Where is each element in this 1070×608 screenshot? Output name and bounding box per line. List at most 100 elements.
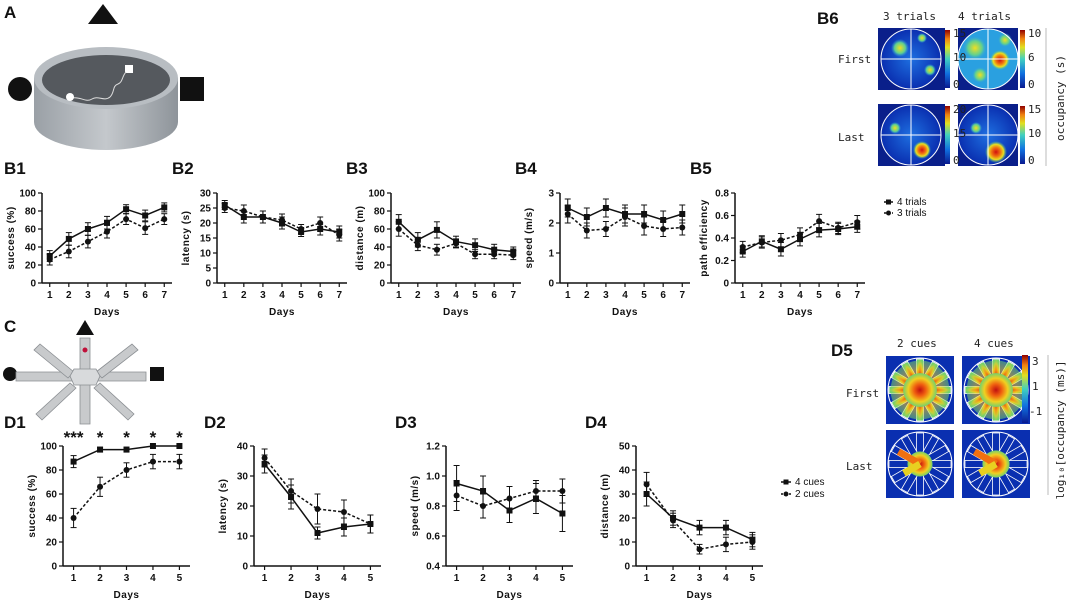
series-solid [643, 481, 756, 548]
y-tick-label: 40 [619, 466, 631, 477]
panel-label-b3: B3 [346, 159, 368, 178]
x-tick-label: 1 [740, 290, 746, 301]
d5-row-label: First [846, 387, 879, 400]
b6-heatmap-last-3trials [878, 104, 945, 166]
data-point [602, 205, 609, 211]
x-tick-label: 2 [584, 290, 590, 301]
data-point [559, 488, 566, 494]
x-tick-label: 4 [622, 290, 628, 301]
x-tick-label: 4 [453, 290, 459, 301]
data-point [176, 443, 183, 449]
y-tick-label: 0 [379, 279, 385, 290]
legend-b-solid-label: 4 trials [897, 197, 926, 208]
x-tick-label: 4 [797, 290, 803, 301]
legend-b-dashed-label: 3 trials [897, 208, 926, 219]
y-tick-label: 30 [237, 472, 249, 483]
y-tick-label: 20 [200, 219, 212, 230]
data-point [161, 204, 168, 211]
x-tick-label: 3 [124, 573, 130, 584]
significance-marker: * [97, 428, 104, 447]
b6-cbar-tick: 10 [1028, 27, 1041, 40]
data-point [97, 446, 104, 453]
triangle-cue-icon [88, 4, 118, 24]
x-axis-label: Days [114, 590, 140, 601]
d5-cbar-tick: 1 [1032, 380, 1039, 393]
x-axis-label: Days [305, 590, 331, 601]
x-axis-label: Days [94, 307, 120, 318]
data-point [670, 517, 677, 524]
series-solid [70, 443, 183, 469]
data-point [583, 227, 590, 234]
data-point [176, 458, 183, 465]
data-point [70, 515, 77, 521]
y-tick-label: 0 [205, 279, 211, 290]
y-tick-label: 1.2 [426, 442, 440, 453]
data-point [336, 232, 343, 238]
chart-d2: D2 0 10 20 30 40 1 2 3 4 5 Days latency (s) [204, 413, 381, 601]
data-point [660, 226, 667, 232]
d5-heatmaps: D5 2 cues 4 cues First Last 3 1 -1 log₁₀… [831, 337, 1067, 500]
x-tick-label: 6 [491, 290, 497, 301]
b6-row-label: Last [838, 131, 865, 144]
x-tick-label: 5 [750, 573, 756, 584]
circle-cue-icon [8, 77, 32, 101]
data-point [777, 237, 784, 244]
data-point [46, 256, 53, 263]
x-tick-label: 3 [85, 290, 91, 301]
x-tick-label: 2 [480, 573, 486, 584]
x-tick-label: 5 [560, 573, 566, 584]
data-point [161, 216, 168, 223]
data-point [816, 227, 823, 234]
data-point [777, 246, 784, 253]
data-point [104, 219, 110, 226]
x-tick-label: 4 [279, 290, 285, 301]
y-axis-label: latency (s) [181, 211, 192, 266]
b6-heatmaps: B6 3 trials 4 trials First Last [817, 9, 1067, 167]
x-tick-label: 7 [854, 290, 860, 301]
b6-heatmap-first-4trials [957, 28, 1019, 90]
panel-label-d3: D3 [395, 413, 417, 432]
panel-label-b1: B1 [4, 159, 26, 178]
y-tick-label: 100 [40, 442, 57, 453]
y-tick-label: 0 [51, 562, 57, 573]
b6-cbar-tick: 0 [953, 154, 960, 167]
x-tick-label: 2 [670, 573, 676, 584]
y-axis-label: distance (m) [600, 474, 611, 539]
square-cue-icon [180, 77, 204, 101]
x-axis-label: Days [787, 307, 813, 318]
data-point [97, 483, 104, 490]
x-tick-label: 3 [434, 290, 440, 301]
y-tick-label: 30 [200, 189, 212, 200]
y-tick-label: 40 [46, 514, 58, 525]
d5-heatmap-last-2cues [886, 430, 954, 498]
series-dashed [221, 203, 343, 242]
data-point [679, 211, 686, 217]
data-point [395, 226, 402, 232]
x-axis-label: Days [687, 590, 713, 601]
b6-cbar-tick: 0 [1028, 154, 1035, 167]
data-point [453, 492, 460, 499]
x-tick-label: 5 [123, 290, 129, 301]
significance-marker: * [123, 428, 130, 447]
data-point [314, 530, 321, 536]
data-point [739, 244, 746, 250]
chart-b3: B3 0 20 40 60 80 100 1 2 3 4 5 6 7 Days distance (m) [346, 159, 521, 318]
x-tick-label: 4 [104, 290, 110, 301]
y-tick-label: 20 [374, 261, 386, 272]
data-point [510, 252, 517, 259]
data-point [660, 217, 667, 223]
x-axis-label: Days [269, 307, 295, 318]
data-point [414, 242, 421, 249]
x-tick-label: 6 [835, 290, 841, 301]
radial-maze-illustration [3, 320, 164, 425]
data-point [679, 224, 686, 231]
y-tick-label: 80 [46, 466, 58, 477]
data-point [142, 212, 149, 219]
data-point [696, 546, 703, 553]
data-point [797, 231, 803, 238]
data-point [758, 239, 765, 246]
x-tick-label: 2 [288, 573, 294, 584]
data-point [259, 214, 266, 220]
y-tick-label: 10 [200, 249, 212, 260]
